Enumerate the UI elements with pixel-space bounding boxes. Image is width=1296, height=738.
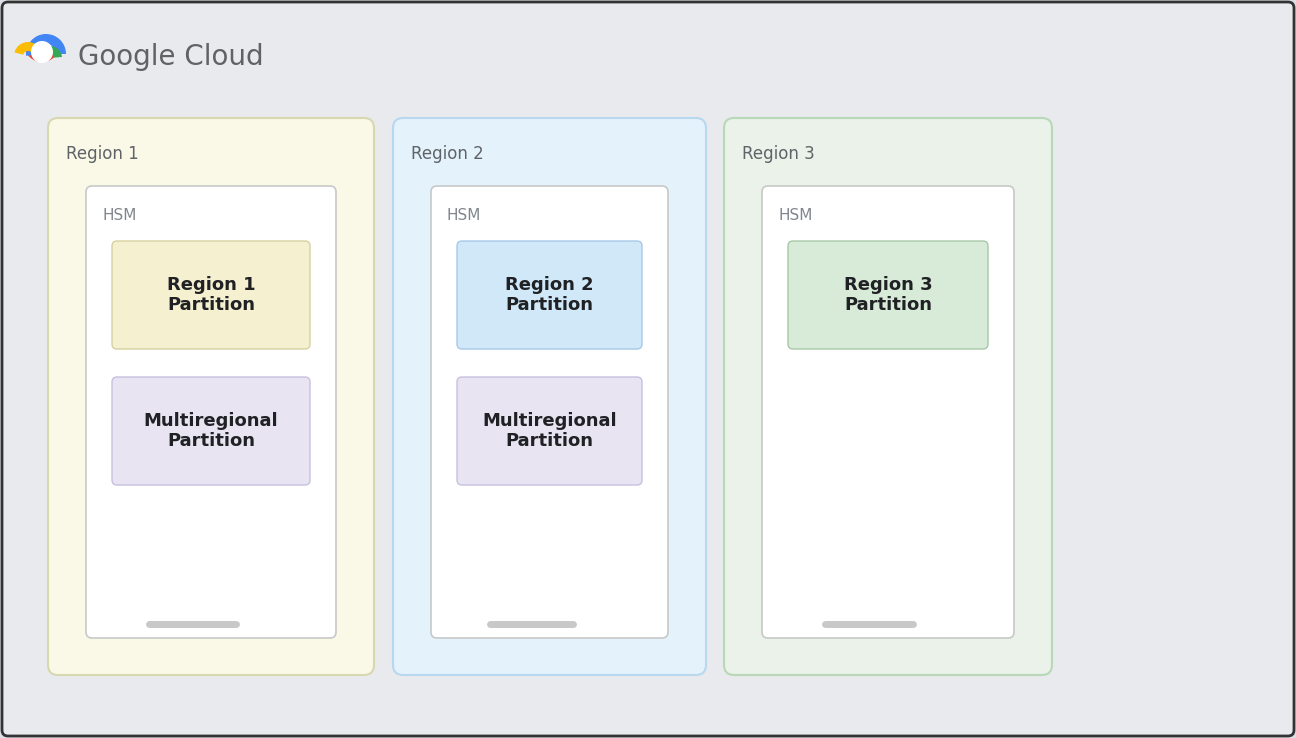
Text: HSM: HSM <box>778 209 813 224</box>
FancyBboxPatch shape <box>111 241 310 349</box>
Text: Multiregional
Partition: Multiregional Partition <box>144 412 279 450</box>
Circle shape <box>31 41 53 63</box>
Text: Region 1: Region 1 <box>66 145 139 163</box>
Wedge shape <box>26 34 66 56</box>
Text: Region 2
Partition: Region 2 Partition <box>505 275 594 314</box>
FancyBboxPatch shape <box>457 241 642 349</box>
Text: Region 3: Region 3 <box>743 145 815 163</box>
FancyBboxPatch shape <box>111 377 310 485</box>
FancyBboxPatch shape <box>3 2 1293 736</box>
FancyBboxPatch shape <box>762 186 1013 638</box>
FancyBboxPatch shape <box>393 118 706 675</box>
Wedge shape <box>25 45 57 62</box>
FancyBboxPatch shape <box>788 241 988 349</box>
FancyBboxPatch shape <box>432 186 667 638</box>
Text: Region 1
Partition: Region 1 Partition <box>167 275 255 314</box>
FancyBboxPatch shape <box>48 118 375 675</box>
Text: Multiregional
Partition: Multiregional Partition <box>482 412 617 450</box>
FancyBboxPatch shape <box>457 377 642 485</box>
Wedge shape <box>14 42 41 55</box>
FancyBboxPatch shape <box>724 118 1052 675</box>
Wedge shape <box>40 46 62 58</box>
FancyBboxPatch shape <box>86 186 336 638</box>
Text: HSM: HSM <box>102 209 136 224</box>
Text: Google Cloud: Google Cloud <box>78 43 263 71</box>
Text: Region 2: Region 2 <box>411 145 483 163</box>
Text: HSM: HSM <box>447 209 481 224</box>
Text: Region 3
Partition: Region 3 Partition <box>844 275 932 314</box>
